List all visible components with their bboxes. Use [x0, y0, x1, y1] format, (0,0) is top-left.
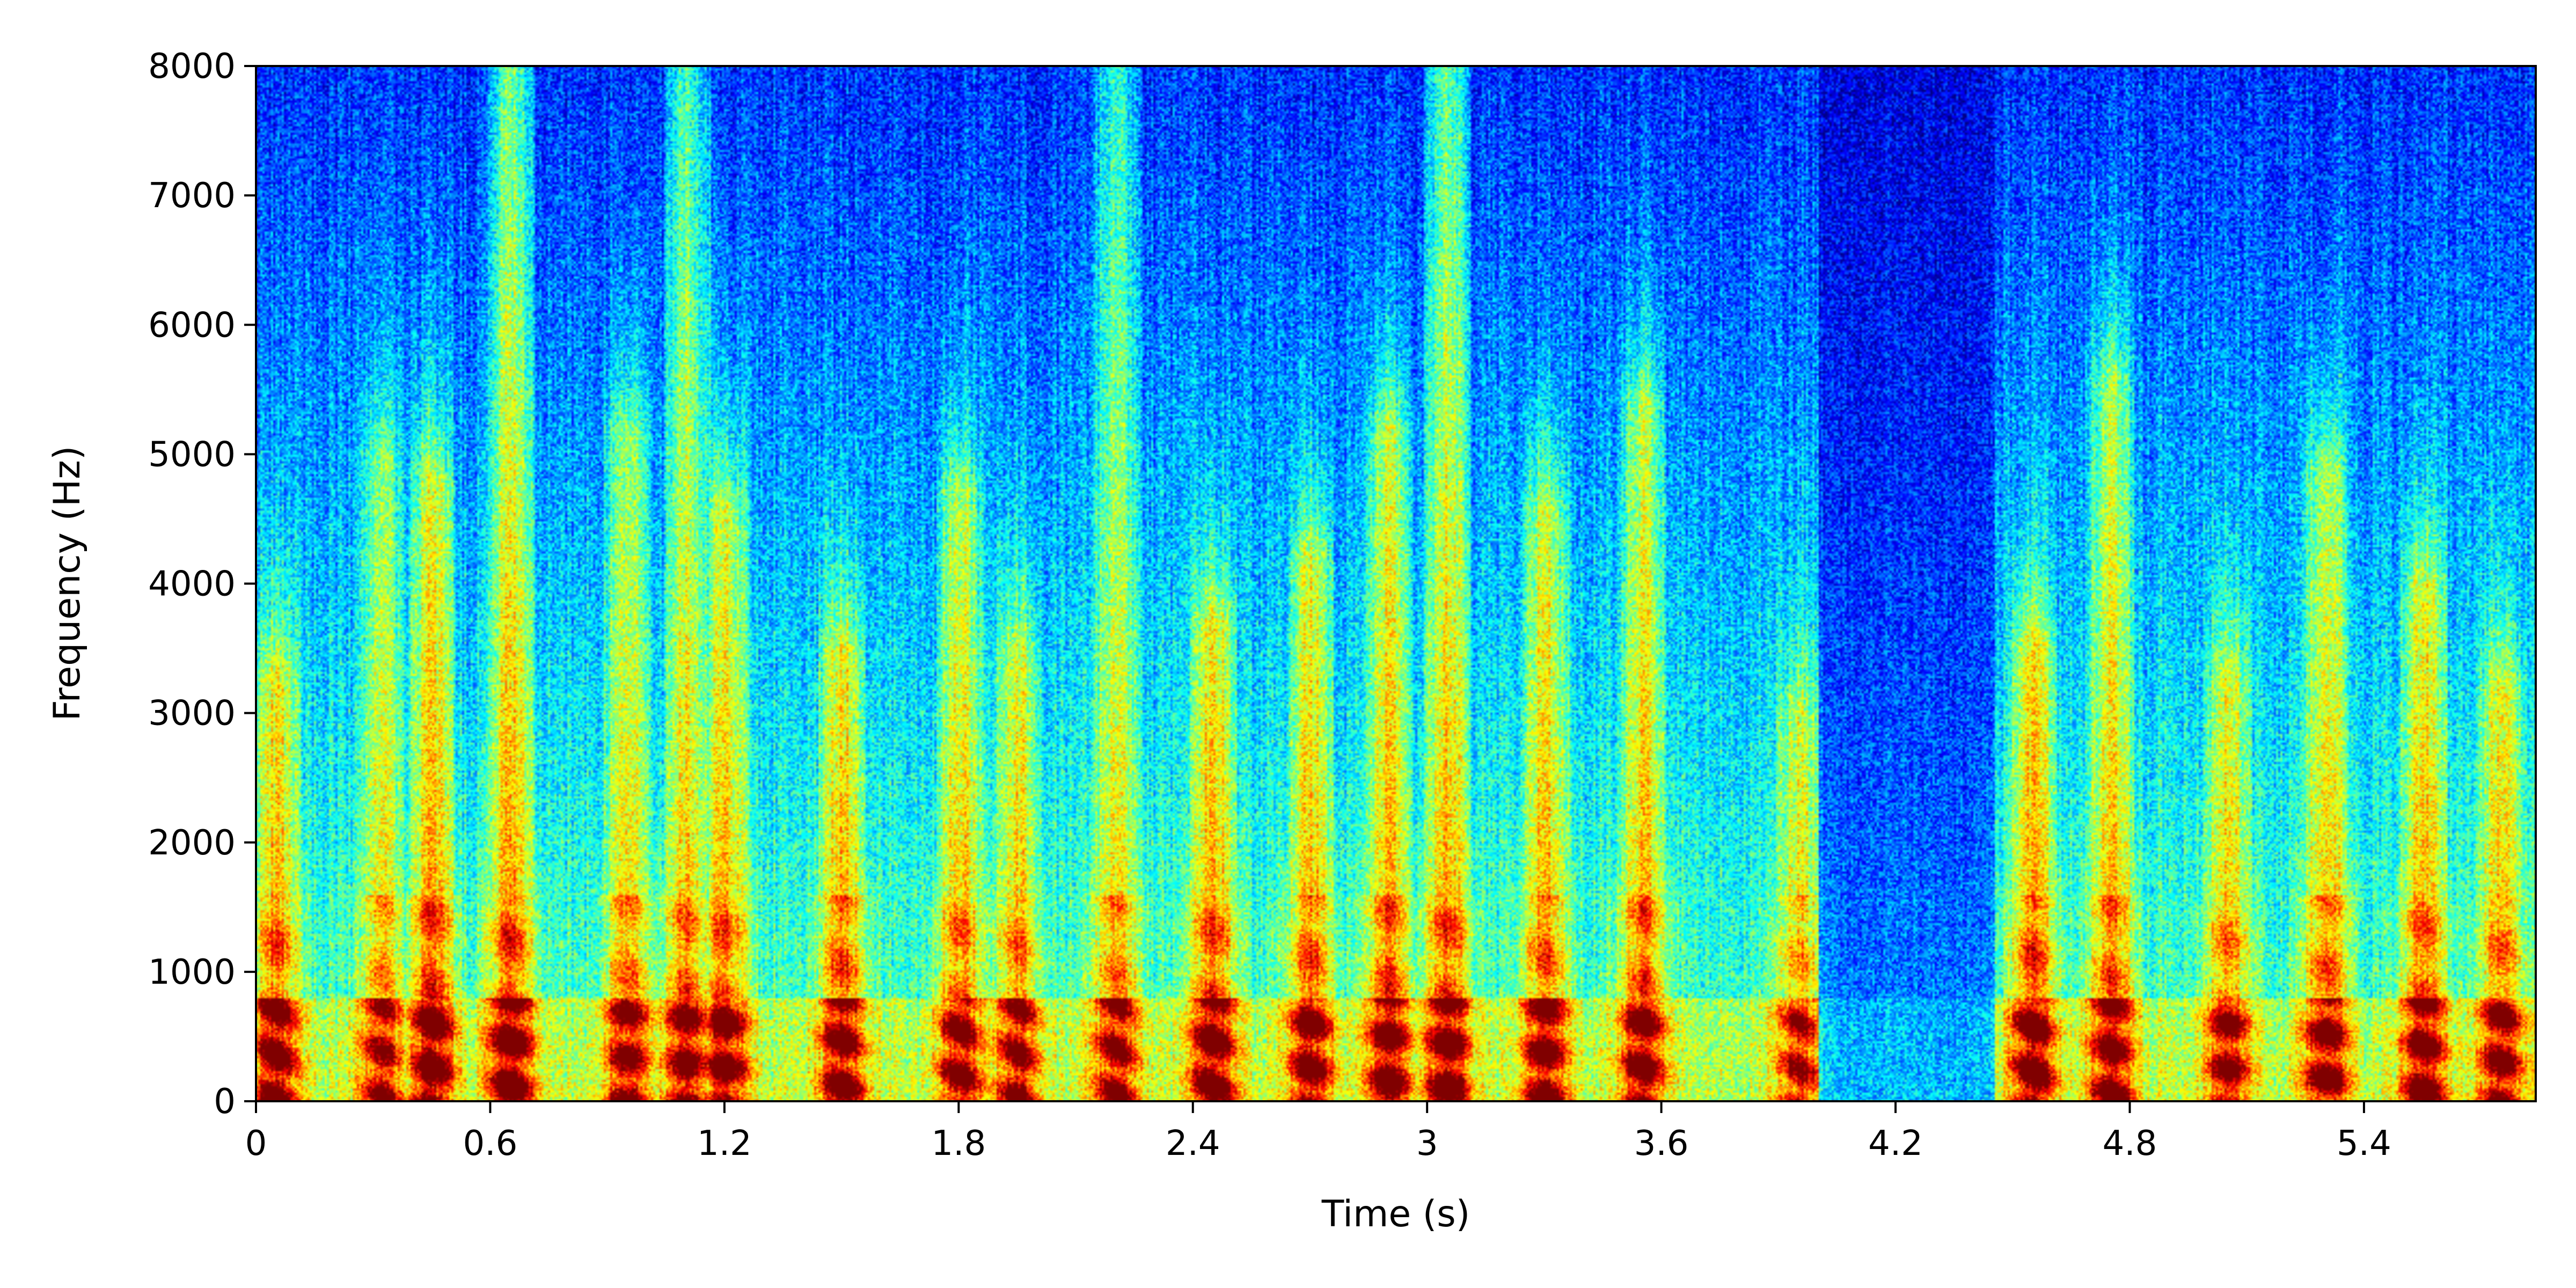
y-axis-label: Frequency (Hz)	[46, 446, 89, 721]
x-tick-label: 4.8	[2103, 1124, 2157, 1163]
y-tick-label: 1000	[148, 953, 236, 992]
x-tick-label: 3	[1416, 1124, 1438, 1163]
plot-frame	[255, 65, 2537, 1102]
x-tick-label: 1.2	[697, 1124, 752, 1163]
y-tick-label: 3000	[148, 694, 236, 734]
y-axis-ticks: 0 1000 2000 3000 4000 5000 6000 7000 8000	[148, 47, 256, 1122]
x-tick-label: 4.2	[1868, 1124, 1923, 1163]
y-tick-label: 8000	[148, 47, 236, 86]
x-tick-label: 0.6	[463, 1124, 518, 1163]
x-tick-label: 3.6	[1634, 1124, 1689, 1163]
x-tick-label: 1.8	[931, 1124, 986, 1163]
y-tick-label: 2000	[148, 823, 236, 863]
x-tick-label: 0	[245, 1124, 267, 1163]
y-tick-label: 4000	[148, 565, 236, 604]
x-tick-label: 2.4	[1166, 1124, 1220, 1163]
y-tick-label: 6000	[148, 305, 236, 345]
y-tick-label: 7000	[148, 176, 236, 216]
y-tick-label: 5000	[148, 435, 236, 474]
y-tick-label: 0	[214, 1082, 236, 1122]
x-tick-label: 5.4	[2337, 1124, 2391, 1163]
spectrogram-heatmap	[256, 66, 2536, 1101]
x-axis-ticks: 0 0.6 1.2 1.8 2.4 3 3.6 4.2 4.8 5.4	[245, 1101, 2391, 1163]
x-axis-label: Time (s)	[1321, 1193, 1470, 1235]
